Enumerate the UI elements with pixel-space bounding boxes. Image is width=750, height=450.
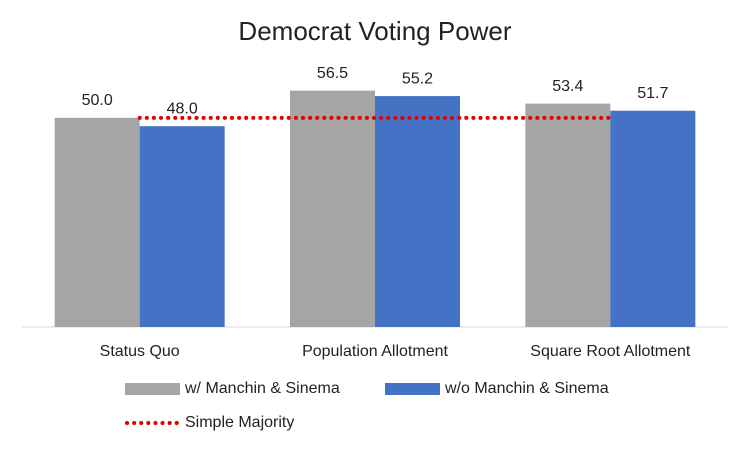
value-label: 55.2 [402,70,433,87]
x-tick-label: Status Quo [100,343,180,360]
value-label: 51.7 [637,85,668,102]
legend-label: w/o Manchin & Sinema [444,380,609,397]
bar [525,103,611,327]
bar [290,90,375,328]
value-label: 50.0 [82,92,113,109]
bar [139,126,225,327]
bar [610,110,696,327]
value-label: 56.5 [317,65,348,82]
legend-swatch [125,383,180,395]
bar [375,96,460,327]
chart-title: Democrat Voting Power [238,16,511,46]
legend-label: w/ Manchin & Sinema [184,380,340,397]
bar [54,117,140,327]
legend-label: Simple Majority [185,414,294,431]
legend-swatch [385,383,440,395]
value-label: 53.4 [552,78,583,95]
x-tick-label: Square Root Allotment [530,343,691,360]
x-tick-label: Population Allotment [302,343,448,360]
value-label: 48.0 [167,100,198,117]
